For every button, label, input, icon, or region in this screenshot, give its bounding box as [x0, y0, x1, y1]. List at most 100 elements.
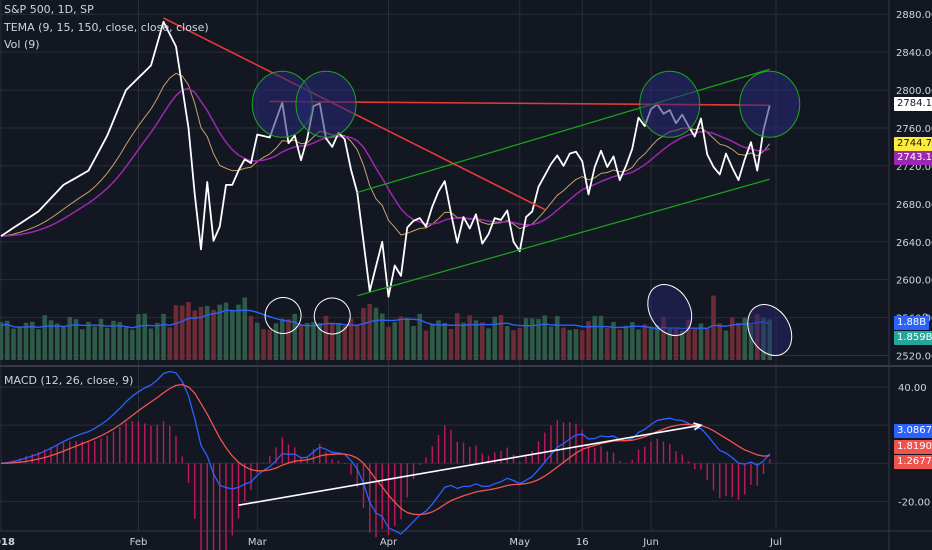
volume-bar	[123, 327, 129, 360]
volume-bar	[361, 308, 366, 360]
volume-bar	[454, 313, 460, 360]
volume-bar	[504, 325, 510, 360]
volume-bar	[742, 317, 748, 360]
legend-vol[interactable]: Vol (9)	[4, 38, 40, 51]
volume-bar	[154, 322, 160, 360]
price-axis-label: 2640.00	[896, 238, 932, 249]
volume-bar	[567, 329, 573, 360]
time-axis-label: Apr	[380, 537, 398, 548]
volume-bar	[442, 322, 448, 360]
volume-bar	[498, 314, 504, 360]
volume-bar	[579, 330, 585, 360]
volume-bar	[586, 321, 591, 360]
volume-bar	[211, 309, 216, 360]
volume-bar	[723, 330, 729, 360]
volume-bar	[198, 306, 204, 360]
volume-bar	[398, 316, 404, 360]
price-tag: 1.2677	[894, 455, 932, 469]
volume-bar	[736, 322, 741, 360]
volume-bar	[604, 328, 610, 360]
volume-bar	[667, 328, 673, 360]
highlight-circle-volume	[264, 297, 302, 334]
volume-bar	[148, 328, 154, 360]
volume-bar	[354, 325, 360, 360]
highlight-circle-top	[639, 70, 701, 138]
volume-bar	[717, 323, 723, 360]
volume-bar	[467, 315, 473, 360]
volume-bar	[17, 326, 23, 360]
volume-bar	[92, 326, 98, 360]
channel-upper-line	[357, 68, 770, 194]
volume-bar	[492, 316, 498, 360]
volume-bar	[161, 313, 166, 360]
volume-bar	[523, 318, 529, 360]
volume-bar	[229, 309, 235, 360]
volume-bar	[542, 315, 548, 360]
volume-bar	[98, 318, 104, 360]
volume-bar	[404, 317, 410, 360]
volume-bar	[311, 321, 316, 360]
volume-bar	[342, 325, 348, 360]
highlight-circle-volume	[313, 297, 351, 335]
highlight-circle-volume	[747, 304, 793, 356]
volume-bar	[436, 320, 441, 360]
volume-bar	[761, 318, 766, 360]
highlight-circle-top	[295, 70, 357, 138]
volume-bar	[323, 315, 329, 360]
volume-bar	[673, 327, 679, 360]
volume-bar	[48, 320, 54, 360]
signal-line	[0, 383, 770, 516]
time-axis-label: May	[509, 537, 530, 548]
volume-bar	[617, 329, 623, 360]
volume-bar	[4, 320, 10, 360]
price-tag: 3.0867	[894, 424, 932, 438]
volume-bar	[136, 314, 141, 360]
volume-bar	[23, 322, 29, 360]
volume-bar	[104, 327, 110, 360]
volume-bar	[54, 323, 60, 360]
volume-bar	[348, 318, 354, 360]
legend-tema[interactable]: TEMA (9, 15, 150, close, close, close)	[4, 21, 209, 34]
volume-bar	[486, 328, 491, 360]
volume-bar	[267, 329, 273, 360]
volume-bar	[417, 313, 423, 360]
macd-axis-label: 40.00	[898, 383, 927, 394]
macd-trend-arrow-head	[693, 422, 703, 431]
highlight-circle-volume	[647, 284, 693, 336]
volume-bar	[286, 319, 291, 360]
time-axis-label: Jul	[769, 537, 782, 548]
volume-bar	[36, 329, 41, 360]
volume-bar	[729, 317, 735, 360]
volume-bar	[767, 319, 773, 360]
volume-bar	[392, 322, 398, 360]
volume-bar	[186, 301, 191, 360]
price-tag: 1.859B	[894, 331, 932, 345]
volume-bar	[329, 322, 335, 360]
volume-bar	[223, 302, 229, 360]
macd-line	[0, 370, 771, 535]
volume-bar	[217, 304, 223, 360]
volume-bar	[629, 322, 635, 360]
volume-bar	[561, 327, 566, 360]
price-axis-label: 2520.00	[896, 352, 932, 363]
volume-bar	[304, 322, 310, 360]
price-axis-label: 2840.00	[896, 48, 932, 59]
price-axis-label: 2600.00	[896, 276, 932, 287]
time-axis-label: 16	[576, 537, 589, 548]
volume-bar	[367, 303, 373, 360]
volume-bar	[698, 323, 704, 360]
volume-bar	[0, 322, 4, 360]
legend-macd[interactable]: MACD (12, 26, close, 9)	[4, 374, 134, 387]
volume-bar	[42, 315, 48, 360]
volume-bar	[386, 326, 391, 360]
price-tag: 1.8190	[894, 440, 932, 454]
legend-symbol[interactable]: S&P 500, 1D, SP	[4, 3, 94, 16]
volume-bar	[61, 325, 66, 360]
volume-bar	[711, 295, 716, 360]
price-axis-label: 2680.00	[896, 200, 932, 211]
volume-bar	[279, 318, 285, 360]
volume-bar	[536, 319, 541, 360]
volume-bar	[423, 330, 429, 360]
